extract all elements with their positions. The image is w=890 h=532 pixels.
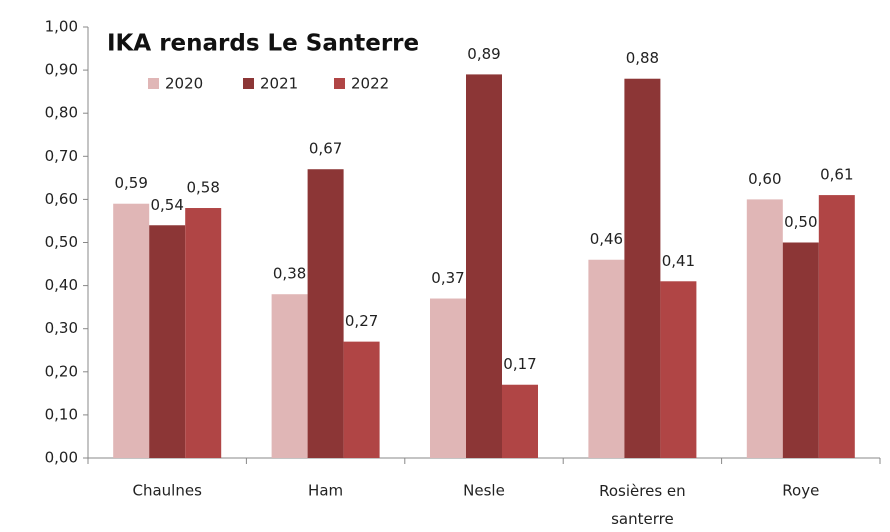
- bar: [271, 294, 308, 458]
- bar: [185, 208, 222, 458]
- y-tick-label: 0,80: [45, 104, 78, 122]
- bar: [660, 281, 697, 458]
- bar: [624, 78, 661, 458]
- legend-swatch: [243, 78, 254, 89]
- bar: [430, 298, 466, 458]
- bar: [149, 225, 186, 458]
- legend-swatch: [334, 78, 345, 89]
- bar: [307, 169, 344, 459]
- bar: [343, 341, 380, 458]
- bar: [746, 199, 783, 458]
- y-tick-label: 0,10: [45, 405, 78, 423]
- legend-label: 2020: [165, 75, 203, 93]
- y-tick-label: 0,50: [45, 233, 78, 251]
- bar: [588, 259, 625, 458]
- y-tick-label: 0,30: [45, 319, 78, 337]
- x-tick-label: Roye: [782, 482, 819, 500]
- chart-title: IKA renards Le Santerre: [107, 31, 419, 57]
- y-tick-label: 0,70: [45, 147, 78, 165]
- y-tick-label: 0,90: [45, 61, 78, 79]
- value-label: 0,88: [626, 49, 659, 67]
- value-label: 0,61: [820, 166, 853, 184]
- bar: [818, 195, 855, 458]
- bar: [466, 74, 502, 458]
- value-label: 0,17: [503, 355, 536, 373]
- y-tick-label: 0,20: [45, 362, 78, 380]
- value-label: 0,27: [345, 312, 378, 330]
- x-tick-label: Ham: [308, 482, 343, 500]
- value-label: 0,58: [186, 179, 219, 197]
- y-tick-label: 0,60: [45, 190, 78, 208]
- y-tick-label: 1,00: [45, 18, 78, 36]
- value-label: 0,50: [784, 213, 817, 231]
- value-label: 0,60: [748, 170, 781, 188]
- y-tick-label: 0,40: [45, 276, 78, 294]
- value-label: 0,37: [431, 269, 464, 287]
- x-tick-label: Chaulnes: [132, 482, 202, 500]
- bar: [502, 384, 538, 458]
- value-label: 0,59: [114, 174, 147, 192]
- value-label: 0,38: [273, 265, 306, 283]
- value-label: 0,67: [309, 140, 342, 158]
- bar: [782, 242, 819, 458]
- x-tick-label: Rosières en santerre: [599, 482, 686, 528]
- value-label: 0,41: [662, 252, 695, 270]
- legend-swatch: [148, 78, 159, 89]
- value-label: 0,54: [150, 196, 183, 214]
- y-tick-label: 0,00: [45, 449, 78, 467]
- x-tick-label: Nesle: [463, 482, 505, 500]
- value-label: 0,89: [467, 45, 500, 63]
- value-label: 0,46: [590, 230, 623, 248]
- bar: [113, 203, 150, 458]
- legend-label: 2021: [260, 75, 298, 93]
- legend-label: 2022: [351, 75, 389, 93]
